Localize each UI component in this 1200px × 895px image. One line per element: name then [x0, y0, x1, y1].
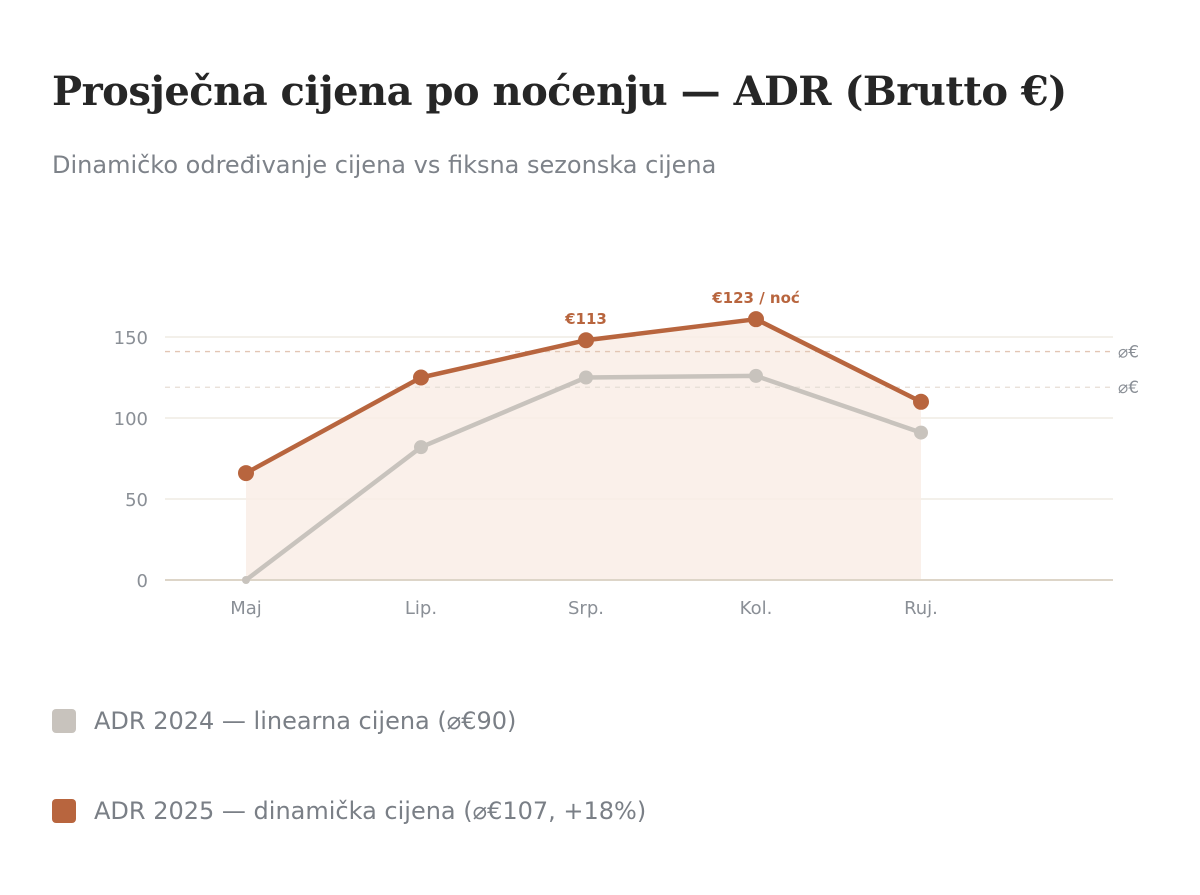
- data-point-2024-Lip.: [414, 440, 428, 455]
- data-label-0: €113: [564, 310, 607, 328]
- legend-label-2024: ADR 2024 — linearna cijena (⌀€90): [94, 707, 517, 735]
- data-point-2025-Ruj.: [913, 393, 929, 410]
- data-point-2024-Kol.: [749, 368, 763, 383]
- x-tick-label-0: Maj: [230, 598, 262, 619]
- area-2025: [246, 319, 921, 580]
- data-point-2024-Srp.: [579, 370, 593, 385]
- legend-label-2025: ADR 2025 — dinamička cijena (⌀€107, +18%…: [94, 797, 647, 825]
- data-point-2025-Kol.: [748, 311, 764, 328]
- data-point-2025-Maj: [238, 465, 254, 482]
- data-point-2024-Maj: [242, 576, 250, 584]
- data-point-2025-Srp.: [578, 332, 594, 349]
- chart-subtitle: Dinamičko određivanje cijena vs fiksna s…: [52, 151, 717, 179]
- x-tick-label-2: Srp.: [568, 598, 604, 619]
- legend-swatch-2024: [52, 709, 76, 733]
- x-tick-label-1: Lip.: [405, 598, 437, 619]
- chart-title: Prosječna cijena po noćenju — ADR (Brutt…: [52, 68, 1067, 115]
- data-label-1: €123 / noć: [711, 289, 800, 307]
- reference-line-label-1: ⌀€: [1118, 378, 1139, 398]
- legend-swatch-2025: [52, 799, 76, 823]
- legend-item-2024: ADR 2024 — linearna cijena (⌀€90): [52, 707, 952, 735]
- y-tick-label-50: 50: [125, 490, 148, 511]
- y-tick-label-150: 150: [114, 328, 148, 349]
- y-tick-label-0: 0: [137, 571, 148, 592]
- data-point-2025-Lip.: [413, 369, 429, 386]
- reference-line-label-0: ⌀€: [1118, 343, 1139, 363]
- x-tick-label-3: Kol.: [740, 598, 773, 619]
- x-tick-label-4: Ruj.: [904, 598, 938, 619]
- legend-item-2025: ADR 2025 — dinamička cijena (⌀€107, +18%…: [52, 797, 952, 825]
- y-tick-label-100: 100: [114, 409, 148, 430]
- data-point-2024-Ruj.: [914, 425, 928, 440]
